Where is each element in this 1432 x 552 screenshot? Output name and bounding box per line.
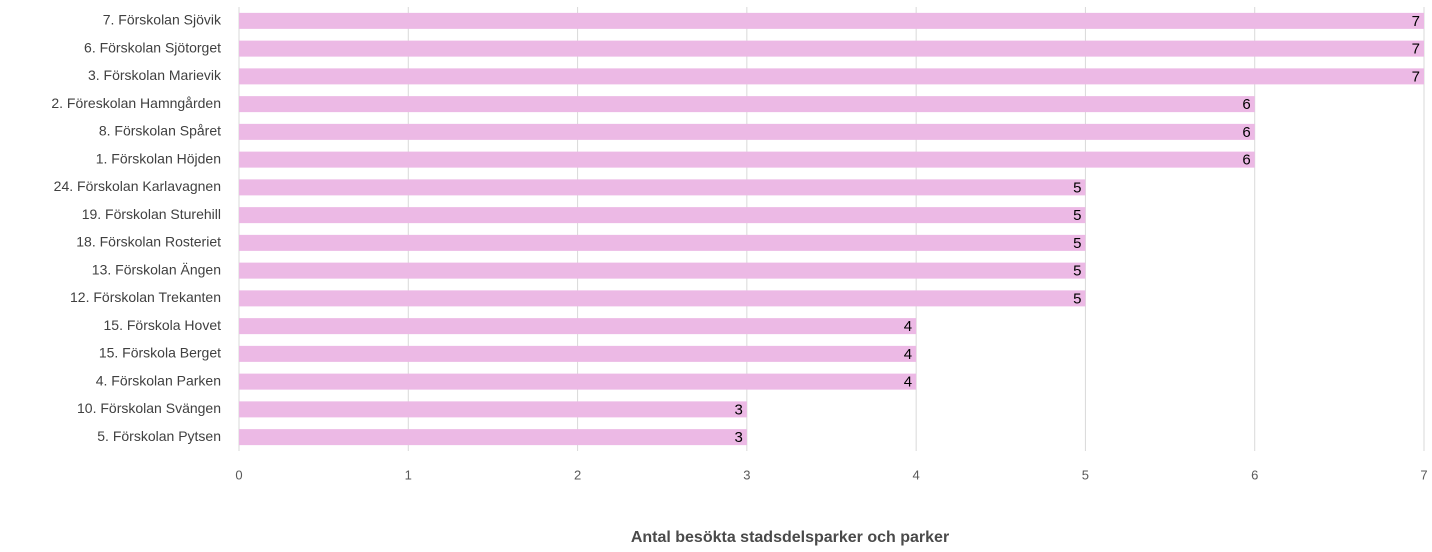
y-tick-label: 15. Förskola Hovet bbox=[104, 317, 222, 333]
x-tick-label: 7 bbox=[1420, 467, 1427, 482]
data-label: 3 bbox=[735, 429, 743, 446]
y-tick-label: 18. Förskolan Rosteriet bbox=[76, 234, 221, 250]
bar bbox=[239, 373, 917, 390]
bar bbox=[239, 318, 917, 335]
x-tick-label: 4 bbox=[913, 467, 920, 482]
y-tick-label: 4. Förskolan Parken bbox=[96, 372, 221, 388]
bar bbox=[239, 262, 1086, 279]
bar bbox=[239, 12, 1424, 29]
x-tick-label: 1 bbox=[405, 467, 412, 482]
y-tick-label: 5. Förskolan Pytsen bbox=[97, 428, 221, 444]
x-tick-label: 2 bbox=[574, 467, 581, 482]
data-label: 4 bbox=[904, 346, 912, 363]
bar bbox=[239, 290, 1086, 307]
data-label: 5 bbox=[1073, 179, 1081, 196]
bar bbox=[239, 179, 1086, 196]
data-label: 5 bbox=[1073, 290, 1081, 307]
data-label: 5 bbox=[1073, 207, 1081, 224]
y-tick-label: 13. Förskolan Ängen bbox=[92, 261, 221, 277]
x-tick-label: 0 bbox=[235, 467, 242, 482]
y-tick-label: 24. Förskolan Karlavagnen bbox=[54, 178, 221, 194]
y-tick-label: 19. Förskolan Sturehill bbox=[82, 206, 221, 222]
bar bbox=[239, 123, 1255, 140]
bar bbox=[239, 401, 747, 418]
bar bbox=[239, 151, 1255, 168]
bar bbox=[239, 207, 1086, 224]
bar bbox=[239, 96, 1255, 113]
data-label: 4 bbox=[904, 318, 912, 335]
bar bbox=[239, 68, 1424, 85]
data-label: 7 bbox=[1412, 41, 1420, 58]
y-tick-label: 8. Förskolan Spåret bbox=[99, 123, 221, 139]
data-label: 6 bbox=[1242, 124, 1250, 141]
data-label: 7 bbox=[1412, 13, 1420, 30]
data-label: 5 bbox=[1073, 235, 1081, 252]
data-label: 6 bbox=[1242, 152, 1250, 169]
y-tick-label: 6. Förskolan Sjötorget bbox=[84, 39, 221, 55]
bar bbox=[239, 429, 747, 446]
x-tick-label: 3 bbox=[743, 467, 750, 482]
x-tick-label: 5 bbox=[1082, 467, 1089, 482]
y-tick-label: 1. Förskolan Höjden bbox=[96, 150, 221, 166]
y-tick-label: 7. Förskolan Sjövik bbox=[103, 12, 222, 28]
y-tick-label: 15. Förskola Berget bbox=[99, 345, 221, 361]
bar bbox=[239, 234, 1086, 251]
bar bbox=[239, 345, 917, 362]
data-label: 3 bbox=[735, 401, 743, 418]
data-label: 6 bbox=[1242, 96, 1250, 113]
bar bbox=[239, 40, 1424, 57]
data-label: 7 bbox=[1412, 68, 1420, 85]
y-tick-label: 2. Föreskolan Hamngården bbox=[51, 95, 221, 111]
y-tick-label: 10. Förskolan Svängen bbox=[77, 400, 221, 416]
data-label: 5 bbox=[1073, 263, 1081, 280]
y-tick-label: 3. Förskolan Marievik bbox=[88, 67, 222, 83]
data-label: 4 bbox=[904, 374, 912, 391]
x-tick-label: 6 bbox=[1251, 467, 1258, 482]
x-axis-title: Antal besökta stadsdelsparker och parker bbox=[631, 529, 949, 546]
y-tick-label: 12. Förskolan Trekanten bbox=[70, 289, 221, 305]
